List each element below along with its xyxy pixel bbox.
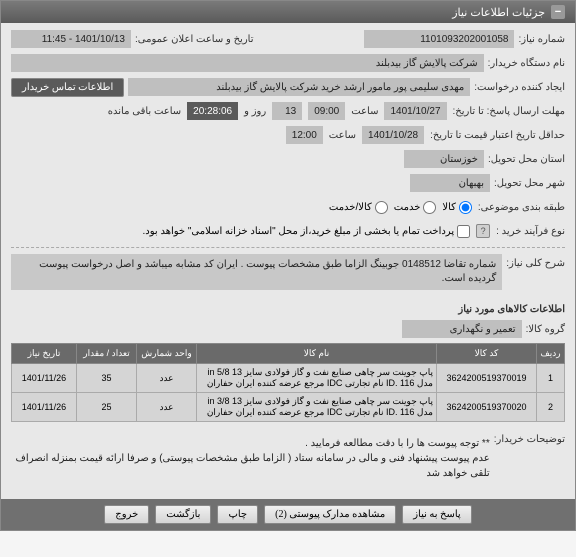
province-label: استان محل تحویل: (488, 154, 565, 165)
radio-both[interactable]: کالا/خدمت (329, 201, 388, 214)
table-cell: عدد (137, 364, 197, 393)
items-table: ردیفکد کالانام کالاواحد شمارشتعداد / مقد… (11, 343, 565, 422)
help-icon[interactable]: ? (476, 224, 490, 238)
process-label: نوع فرآیند خرید : (496, 226, 565, 237)
org-label: نام دستگاه خریدار: (488, 58, 565, 69)
validity-label: حداقل تاریخ اعتبار قیمت تا تاریخ: (430, 130, 565, 141)
table-cell: 25 (77, 393, 137, 422)
deadline-label: مهلت ارسال پاسخ: تا تاریخ: (453, 106, 565, 117)
radio-service[interactable]: خدمت (394, 201, 437, 214)
creator-label: ایجاد کننده درخواست: (474, 82, 565, 93)
group-value: تعمیر و نگهداری (402, 320, 522, 338)
org-value: شرکت پالایش گاز بیدبلند (11, 54, 484, 72)
table-header: تاریخ نیاز (12, 344, 77, 364)
table-header: کد کالا (437, 344, 537, 364)
panel-title: جزئیات اطلاعات نیاز (452, 6, 545, 19)
validity-date: 1401/10/28 (362, 126, 424, 144)
need-no-label: شماره نیاز: (518, 34, 565, 45)
panel-content: شماره نیاز: 1101093202001058 تاریخ و ساع… (1, 23, 575, 499)
summary-label: شرح کلی نیاز: (506, 258, 565, 269)
table-cell: پاپ جوینت سر چاهی صنایع نفت و گاز فولادی… (197, 364, 437, 393)
validity-time: 12:00 (286, 126, 323, 144)
remain-label: ساعت باقی مانده (108, 106, 181, 117)
deadline-time-label: ساعت (351, 106, 378, 117)
days-left: 13 (272, 102, 302, 120)
attachments-button[interactable]: مشاهده مدارک پیوستی (2) (264, 505, 396, 524)
notes-label: توضیحات خریدار: (494, 434, 565, 445)
announce-value: 1401/10/13 - 11:45 (11, 30, 131, 48)
table-cell: 1 (537, 364, 565, 393)
table-cell: 35 (77, 364, 137, 393)
summary-text: شماره تقاضا 0148512 جوبینگ الزاما طبق مش… (11, 254, 502, 290)
table-cell: 2 (537, 393, 565, 422)
table-header: تعداد / مقدار (77, 344, 137, 364)
table-row[interactable]: 23624200519370020پاپ جوینت سر چاهی صنایع… (12, 393, 565, 422)
buyer-info-button[interactable]: اطلاعات تماس خریدار (11, 78, 124, 97)
city-value: بهبهان (410, 174, 490, 192)
deadline-time: 09:00 (308, 102, 345, 120)
footer-toolbar: پاسخ به نیاز مشاهده مدارک پیوستی (2) چاپ… (1, 499, 575, 530)
table-header: نام کالا (197, 344, 437, 364)
category-label: طبقه بندی موضوعی: (478, 202, 565, 213)
items-section-title: اطلاعات کالاهای مورد نیاز (11, 304, 565, 315)
table-cell: 3624200519370019 (437, 364, 537, 393)
notes-text: ** توجه پیوست ها را با دقت مطالعه فرمایی… (11, 436, 490, 481)
radio-goods[interactable]: کالا (442, 201, 472, 214)
table-header: ردیف (537, 344, 565, 364)
timer-value: 20:28:06 (187, 102, 238, 120)
table-cell: 1401/11/26 (12, 393, 77, 422)
print-button[interactable]: چاپ (217, 505, 258, 524)
table-row[interactable]: 13624200519370019پاپ جوینت سر چاهی صنایع… (12, 364, 565, 393)
table-cell: 3624200519370020 (437, 393, 537, 422)
exit-button[interactable]: خروج (104, 505, 149, 524)
collapse-icon[interactable]: − (551, 5, 565, 19)
announce-label: تاریخ و ساعت اعلان عمومی: (135, 34, 254, 45)
table-header: واحد شمارش (137, 344, 197, 364)
creator-value: مهدی سلیمی پور مامور ارشد خرید شرکت پالا… (128, 78, 470, 96)
city-label: شهر محل تحویل: (494, 178, 565, 189)
divider (11, 247, 565, 248)
group-label: گروه کالا: (526, 324, 565, 335)
respond-button[interactable]: پاسخ به نیاز (402, 505, 472, 524)
deadline-date: 1401/10/27 (384, 102, 446, 120)
details-window: − جزئیات اطلاعات نیاز شماره نیاز: 110109… (0, 0, 576, 531)
validity-time-label: ساعت (329, 130, 356, 141)
days-label: روز و (244, 106, 266, 117)
process-checkbox[interactable]: پرداخت تمام یا بخشی از مبلغ خرید،از محل … (143, 225, 471, 238)
table-cell: عدد (137, 393, 197, 422)
back-button[interactable]: بازگشت (155, 505, 211, 524)
table-cell: 1401/11/26 (12, 364, 77, 393)
panel-header: − جزئیات اطلاعات نیاز (1, 1, 575, 23)
table-cell: پاپ جوینت سر چاهی صنایع نفت و گاز فولادی… (197, 393, 437, 422)
province-value: خوزستان (404, 150, 484, 168)
need-no-value: 1101093202001058 (364, 30, 514, 48)
